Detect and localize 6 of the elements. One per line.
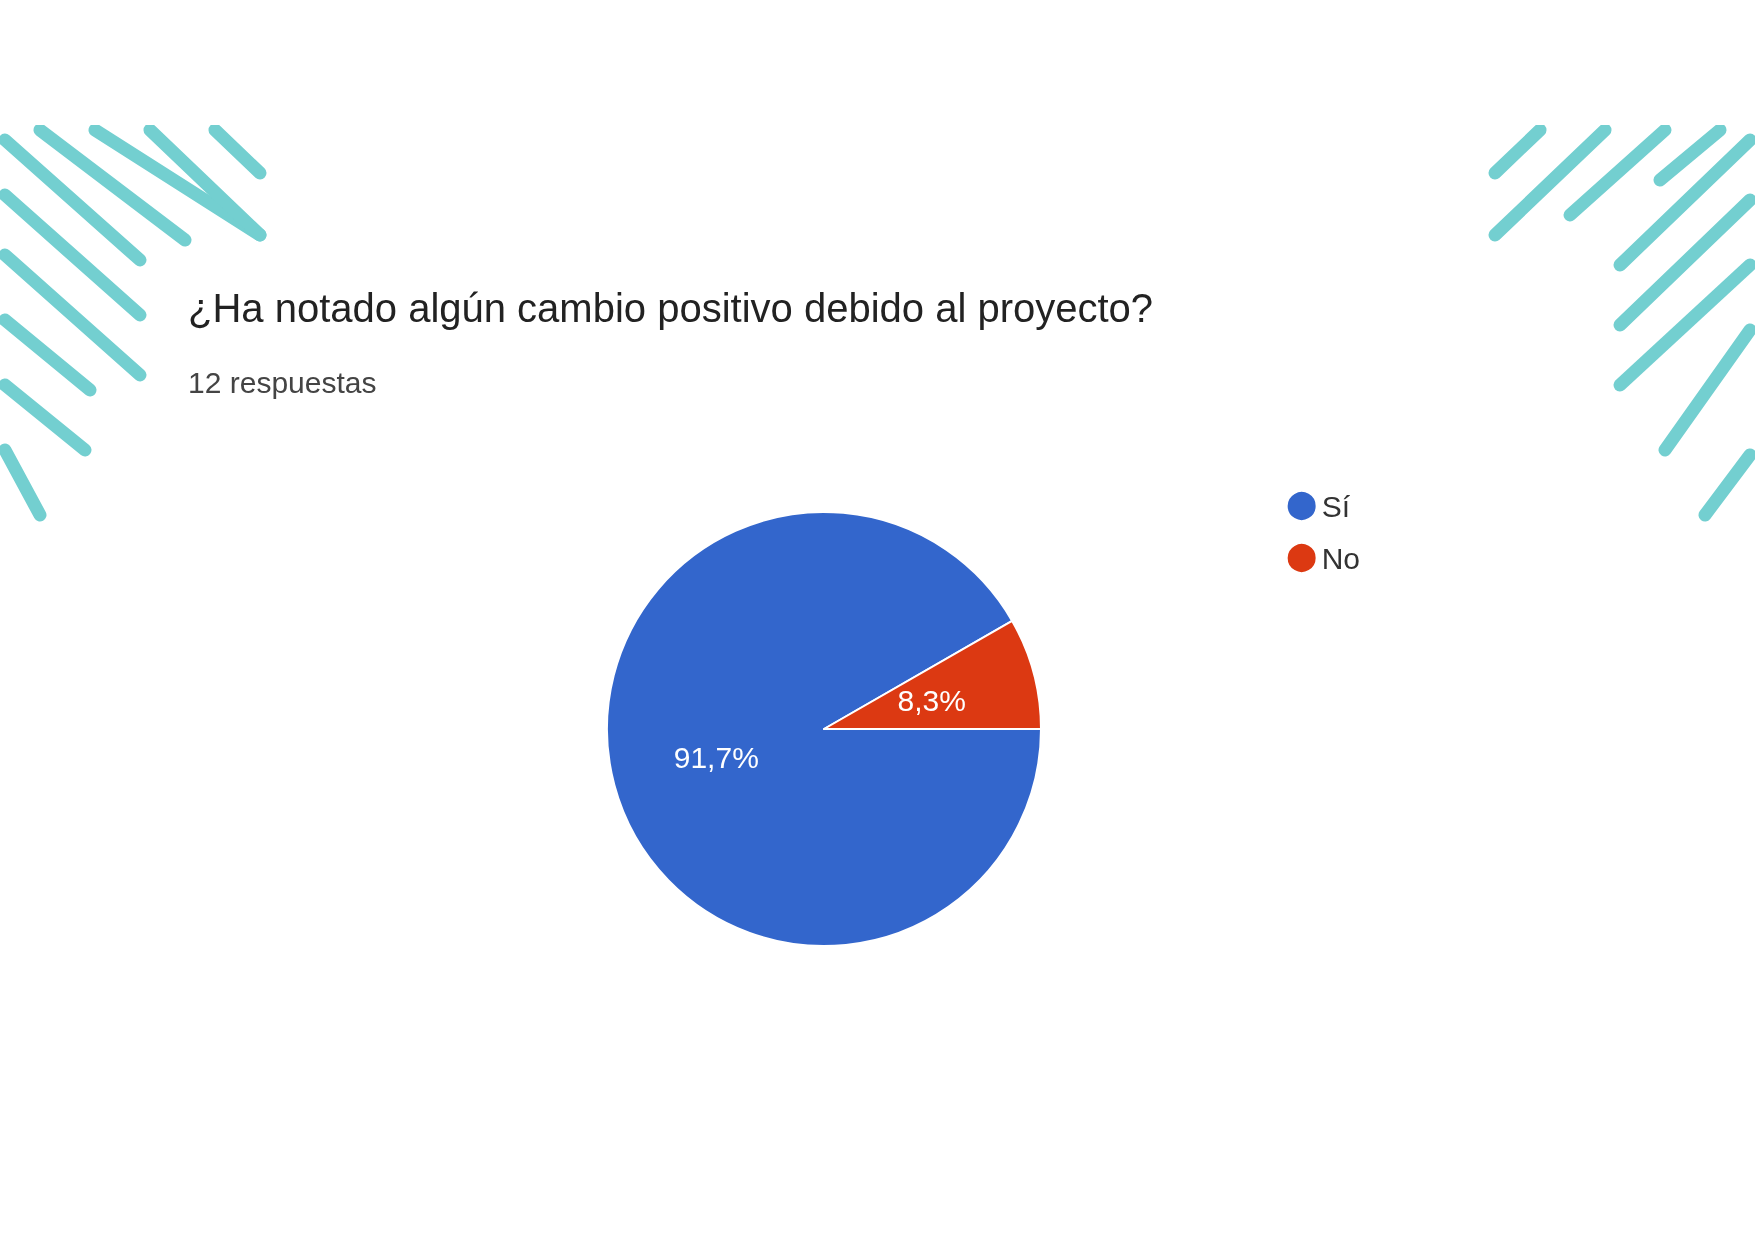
legend-label: No: [1321, 541, 1361, 575]
data-label: 8,3%: [897, 683, 966, 717]
text: 12 respuestas: [188, 365, 377, 399]
chart-title: ¿Ha notado algún cambio positivo debido al proyecto?: [188, 286, 1154, 330]
legend-label: Sí: [1321, 489, 1351, 523]
data-label: 91,7%: [673, 741, 759, 775]
